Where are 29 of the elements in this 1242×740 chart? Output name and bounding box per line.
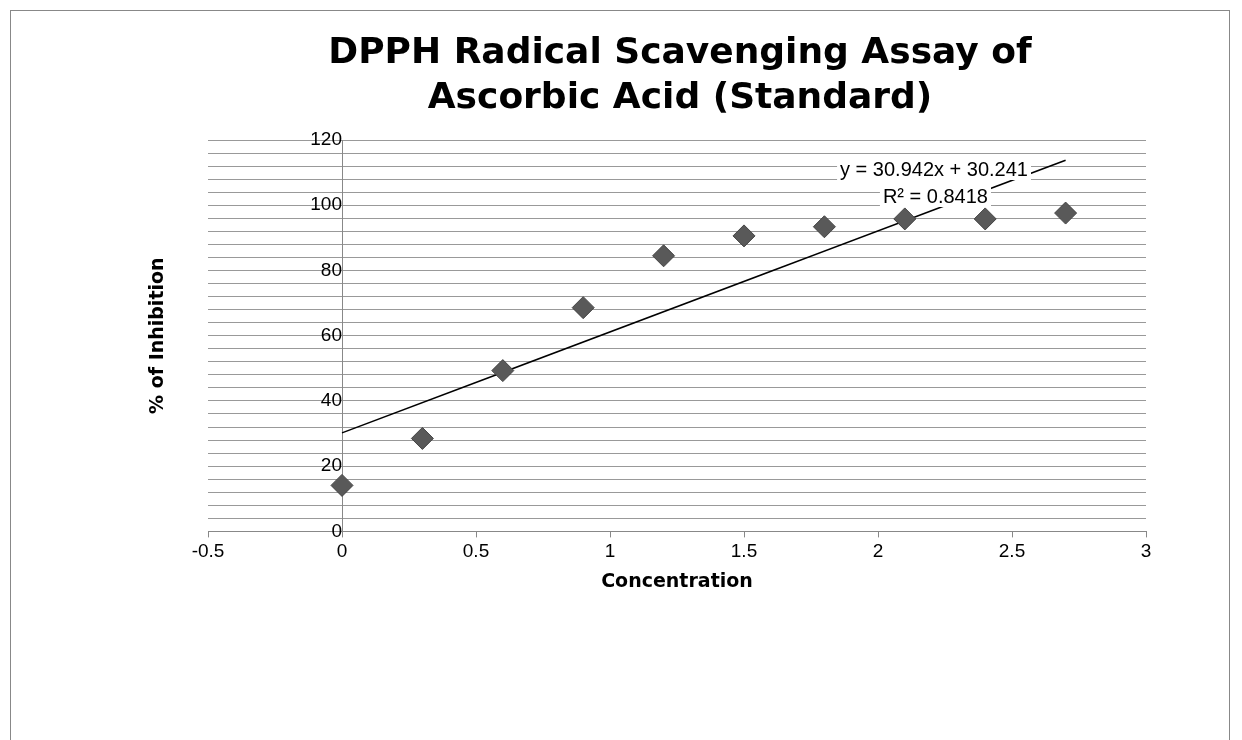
x-tick-label: 3 <box>1140 540 1152 562</box>
x-tick-label: -0.5 <box>191 540 225 562</box>
x-tick-label: 2.5 <box>998 540 1026 562</box>
point <box>732 224 756 248</box>
point <box>410 426 434 450</box>
annotation: y = 30.942x + 30.241 <box>840 157 1028 180</box>
point <box>973 207 997 231</box>
y-tick-label: 100 <box>310 193 342 215</box>
point <box>330 473 354 497</box>
point <box>893 207 917 231</box>
x-tick-label: 1.5 <box>730 540 758 562</box>
annotation: R² = 0.8418 <box>882 184 988 207</box>
chart-title: DPPH Radical Scavenging Assay of Ascorbic Acid (Standard) <box>327 29 1033 118</box>
y-tick-label: 0 <box>331 519 342 541</box>
point <box>652 244 676 268</box>
y-axis-title: % of Inhibition <box>144 257 167 414</box>
y-tick-label: 20 <box>320 454 342 476</box>
y-tick-label: 40 <box>320 389 342 411</box>
point <box>491 359 515 383</box>
x-tick-label: 0.5 <box>462 540 490 562</box>
y-tick-label: 120 <box>310 128 342 150</box>
x-tick-label: 1 <box>604 540 616 562</box>
y-tick-label: 60 <box>320 323 342 345</box>
point <box>1054 201 1078 225</box>
point <box>571 296 595 320</box>
y-tick-label: 80 <box>320 258 342 280</box>
x-axis-title: Concentration <box>601 568 753 591</box>
x-tick-label: 2 <box>872 540 884 562</box>
point <box>812 215 836 239</box>
